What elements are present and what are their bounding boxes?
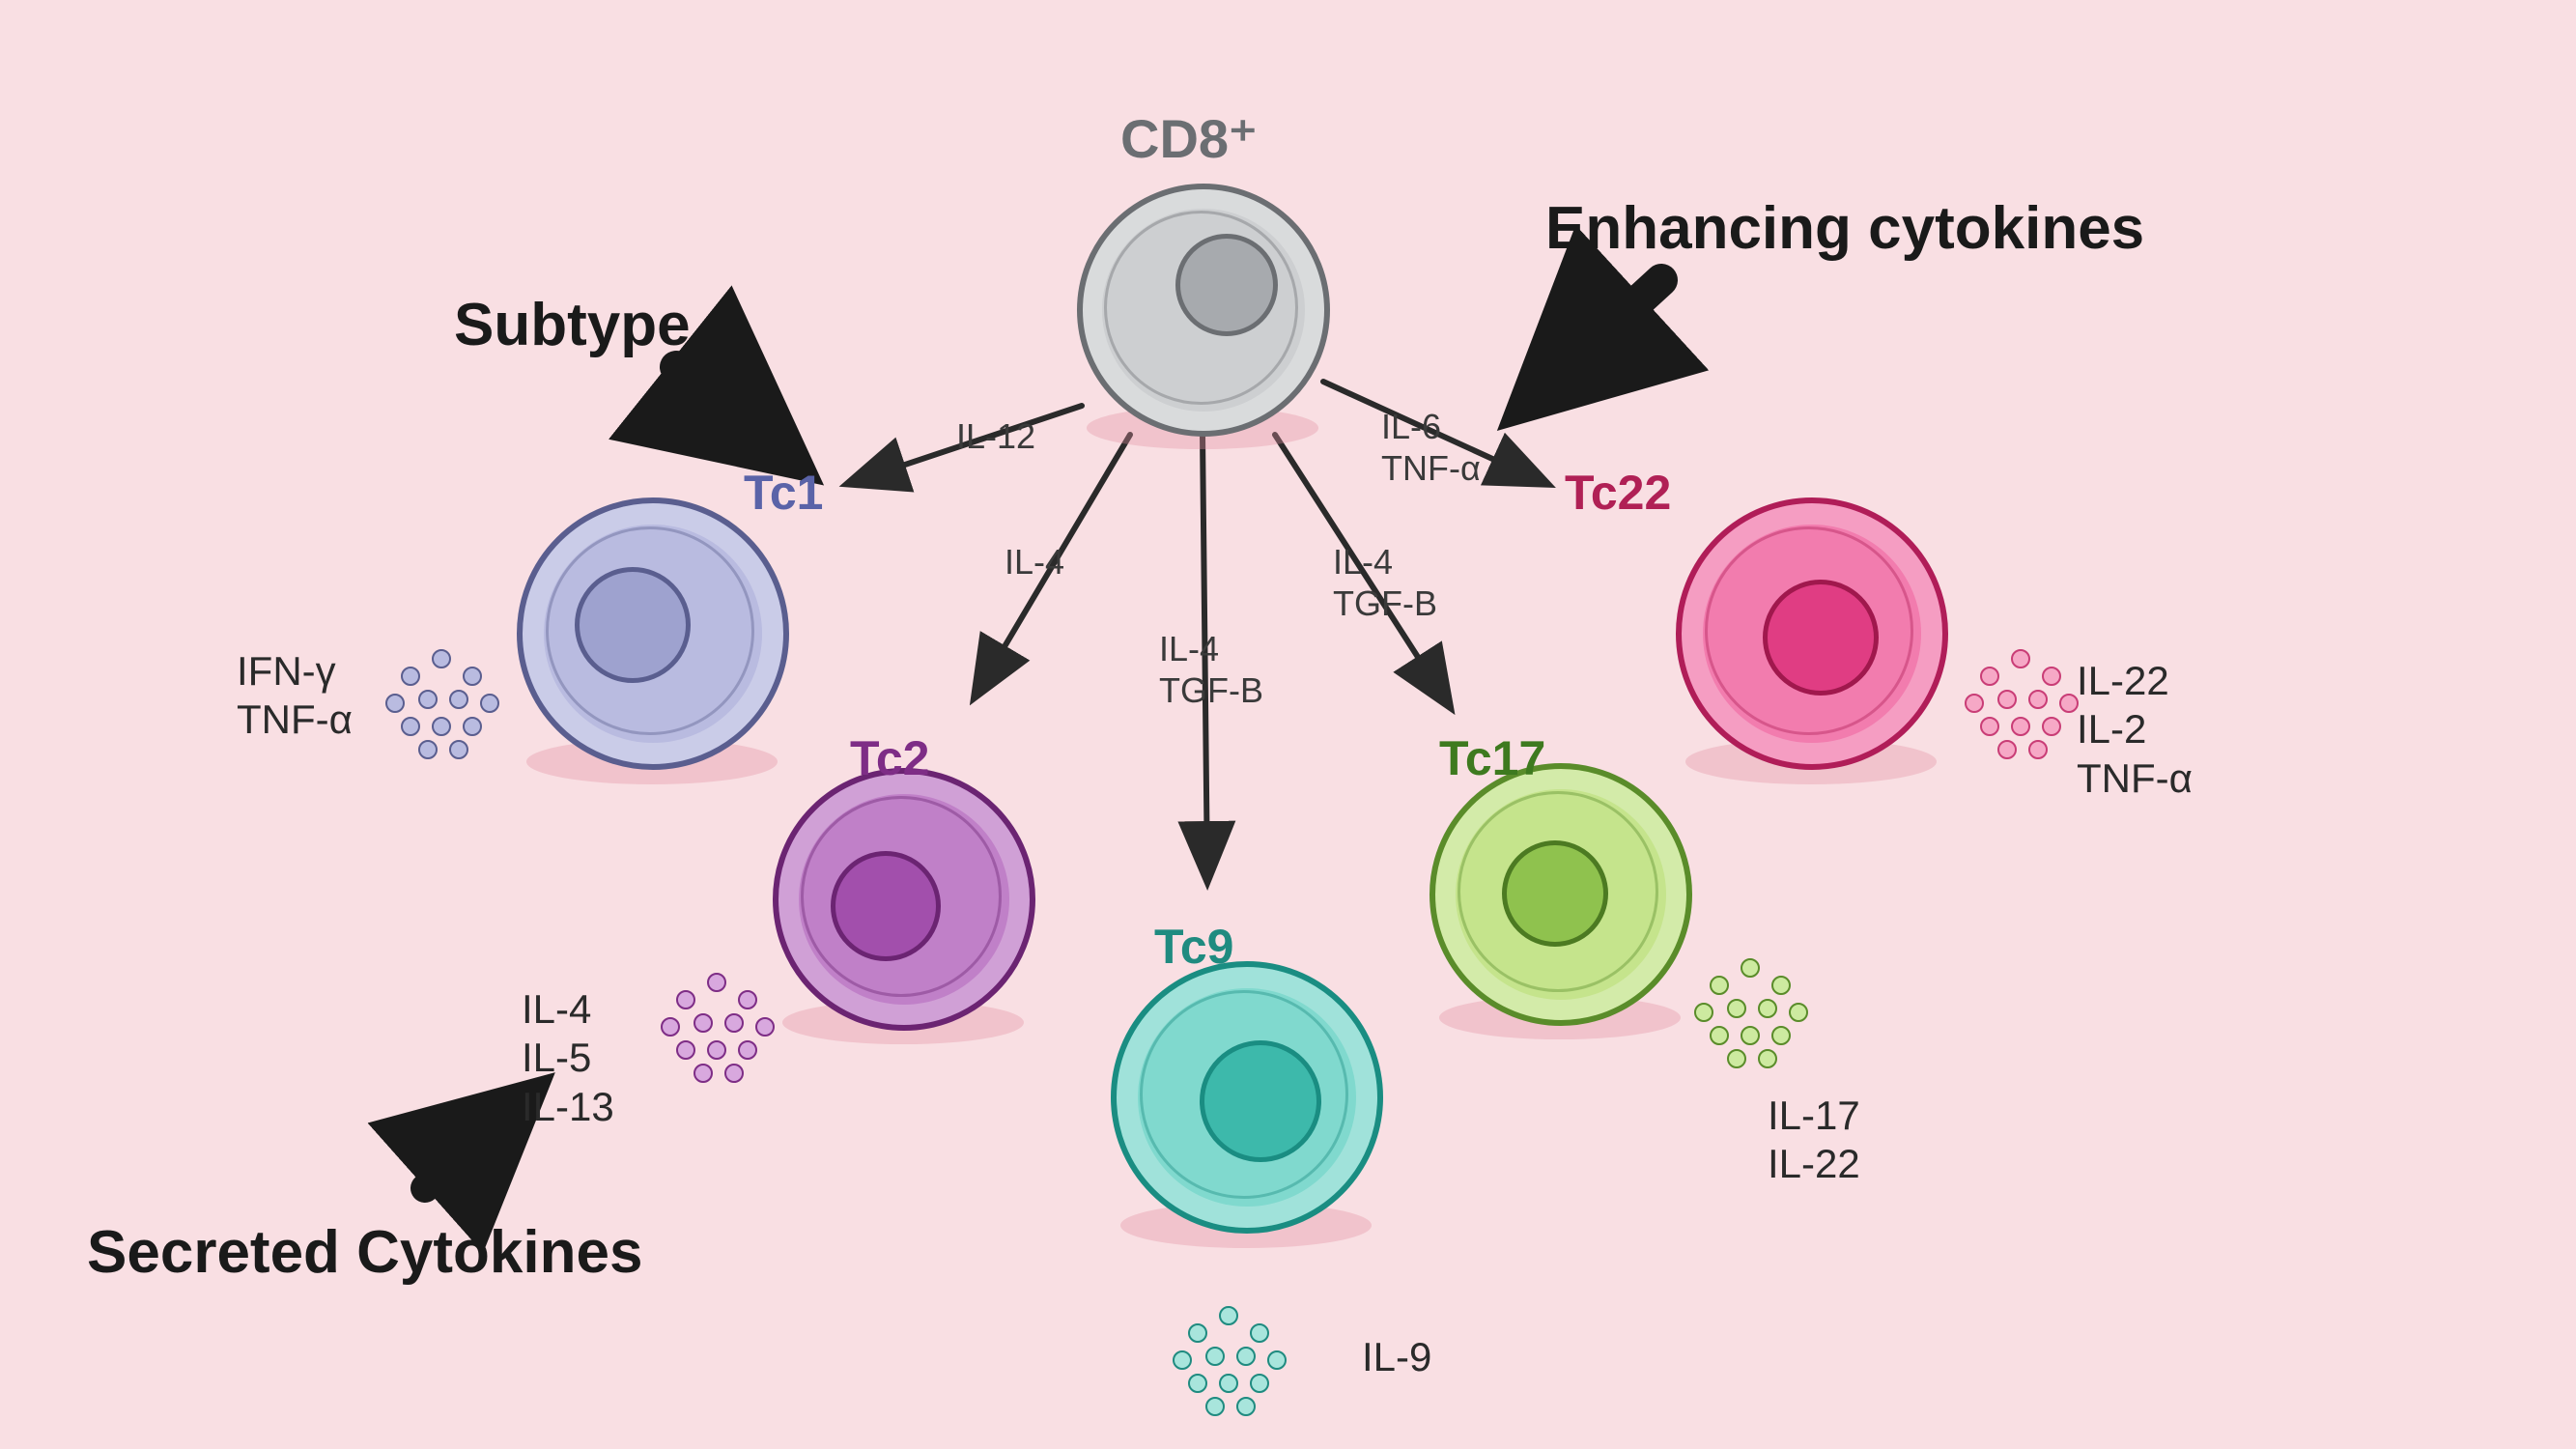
annotation-subtype: Subtype: [454, 290, 691, 361]
secreted-dot: [1236, 1347, 1256, 1366]
secreted-dot: [1771, 1026, 1791, 1045]
secreted-dot: [1694, 1003, 1713, 1022]
secreted-dot: [1188, 1323, 1207, 1343]
secreted-dot: [1173, 1350, 1192, 1370]
secreted-dot: [2028, 740, 2048, 759]
secreted-dot: [1250, 1323, 1269, 1343]
secreted-dot: [1980, 667, 1999, 686]
secreted-dot: [2059, 694, 2079, 713]
tc1-edge-cytokines: IL-12: [956, 415, 1035, 457]
secreted-dot: [1188, 1374, 1207, 1393]
tc17-secreted-list: IL-17 IL-22: [1768, 1092, 1860, 1189]
secreted-dot: [1789, 1003, 1808, 1022]
secreted-dot: [1771, 976, 1791, 995]
secreted-dot: [432, 649, 451, 668]
secreted-dot: [401, 667, 420, 686]
root-label: CD8⁺: [1120, 106, 1258, 171]
secreted-dot: [738, 1040, 757, 1060]
secreted-dot: [385, 694, 405, 713]
secreted-dot: [1741, 1026, 1760, 1045]
tc9-secreted-list: IL-9: [1362, 1333, 1431, 1381]
secreted-dot: [1727, 1049, 1746, 1068]
secreted-dot: [1219, 1306, 1238, 1325]
secreted-dot: [1710, 976, 1729, 995]
secreted-dot: [724, 1064, 744, 1083]
secreted-dot: [738, 990, 757, 1009]
secreted-dot: [449, 740, 468, 759]
secreted-dot: [707, 973, 726, 992]
secreted-dot: [694, 1013, 713, 1033]
secreted-dot: [401, 717, 420, 736]
annotation-secreted: Secreted Cytokines: [87, 1217, 642, 1289]
secreted-dot: [2042, 717, 2061, 736]
tc9-label: Tc9: [1154, 918, 1233, 976]
diagram-stage: CD8⁺ IL-12 Tc1 IFN-γ TNF-α IL-4 Tc2 IL-4 IL-5 …: [0, 0, 2576, 1449]
secreted-dot: [480, 694, 499, 713]
secreted-dot: [1727, 999, 1746, 1018]
secreted-dot: [1250, 1374, 1269, 1393]
secreted-dot: [1710, 1026, 1729, 1045]
secreted-dot: [1965, 694, 1984, 713]
secreted-dot: [1205, 1347, 1225, 1366]
secreted-dot: [1236, 1397, 1256, 1416]
secreted-dot: [1219, 1374, 1238, 1393]
secreted-dot: [1741, 958, 1760, 978]
secreted-dot: [661, 1017, 680, 1037]
secreted-dot: [1758, 1049, 1777, 1068]
tc22-label: Tc22: [1565, 464, 1671, 522]
secreted-dot: [1997, 690, 2017, 709]
secreted-dot: [2011, 717, 2030, 736]
tc17-nucleus: [1502, 840, 1608, 947]
secreted-dot: [676, 1040, 695, 1060]
secreted-dot: [755, 1017, 775, 1037]
secreted-dot: [1980, 717, 1999, 736]
secreted-dot: [1267, 1350, 1287, 1370]
secreted-dot: [1997, 740, 2017, 759]
tc22-edge-cytokines: IL-6 TNF-α: [1381, 406, 1481, 489]
tc2-secreted-list: IL-4 IL-5 IL-13: [522, 985, 614, 1131]
tc22-nucleus: [1763, 580, 1879, 696]
tc2-label: Tc2: [850, 729, 929, 787]
tc9-nucleus: [1200, 1040, 1321, 1162]
tc17-edge-cytokines: IL-4 TGF-B: [1333, 541, 1437, 624]
tc17-label: Tc17: [1439, 729, 1545, 787]
tc2-nucleus: [831, 851, 941, 961]
secreted-dot: [676, 990, 695, 1009]
secreted-dot: [1205, 1397, 1225, 1416]
secreted-dot: [449, 690, 468, 709]
secreted-dot: [1758, 999, 1777, 1018]
secreted-dot: [724, 1013, 744, 1033]
cd8-nucleus: [1175, 234, 1278, 336]
secreted-dot: [694, 1064, 713, 1083]
tc9-edge-cytokines: IL-4 TGF-B: [1159, 628, 1263, 711]
secreted-dot: [463, 717, 482, 736]
tc1-nucleus: [575, 567, 691, 683]
secreted-dot: [432, 717, 451, 736]
tc1-secreted-list: IFN-γ TNF-α: [237, 647, 353, 745]
secreted-dot: [418, 740, 438, 759]
secreted-dot: [2028, 690, 2048, 709]
secreted-dot: [2011, 649, 2030, 668]
secreted-dot: [463, 667, 482, 686]
tc22-secreted-list: IL-22 IL-2 TNF-α: [2077, 657, 2193, 803]
secreted-dot: [2042, 667, 2061, 686]
tc2-edge-cytokines: IL-4: [1005, 541, 1064, 582]
tc1-label: Tc1: [744, 464, 823, 522]
secreted-dot: [707, 1040, 726, 1060]
secreted-dot: [418, 690, 438, 709]
annotation-enhancing: Enhancing cytokines: [1545, 193, 2144, 265]
